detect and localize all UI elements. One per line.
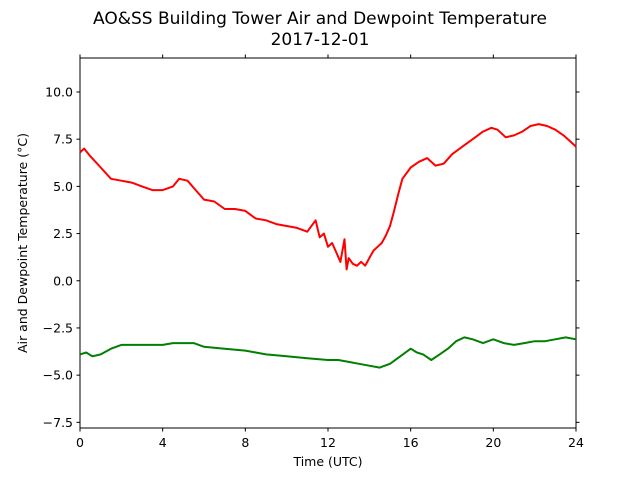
- y-tick-label: −2.5: [43, 320, 73, 335]
- y-tick-label: 10.0: [45, 84, 73, 99]
- chart-subtitle: 2017-12-01: [271, 30, 370, 50]
- tick-layer: 0 4 8 12 16 20 24 −7.5 −5.0 −2.5 0.0 2.5 5.0 7.5 10.0: [43, 54, 584, 450]
- y-tick-label: −5.0: [43, 368, 73, 383]
- y-tick-label: 2.5: [53, 226, 73, 241]
- x-tick-label: 20: [485, 435, 501, 450]
- y-tick-label: −7.5: [43, 415, 73, 430]
- x-axis-label: Time (UTC): [292, 454, 362, 469]
- series-layer: [79, 123, 577, 369]
- x-tick-label: 0: [76, 435, 84, 450]
- x-tick-label: 16: [403, 435, 419, 450]
- y-tick-label: 0.0: [53, 273, 73, 288]
- x-tick-label: 12: [320, 435, 336, 450]
- series-line-2: [79, 336, 577, 369]
- plot-area: 0 4 8 12 16 20 24 −7.5 −5.0 −2.5 0.0 2.5 5.0 7.5 10.0: [43, 54, 584, 450]
- y-tick-label: 5.0: [53, 179, 73, 194]
- x-tick-label: 8: [241, 435, 249, 450]
- series-line-1: [79, 123, 577, 271]
- y-axis-label: Air and Dewpoint Temperature (°C): [15, 133, 30, 353]
- x-tick-label: 24: [568, 435, 584, 450]
- chart-title: AO&SS Building Tower Air and Dewpoint Te…: [93, 9, 547, 29]
- x-tick-label: 4: [159, 435, 167, 450]
- y-tick-label: 7.5: [53, 132, 73, 147]
- plot-frame: [79, 57, 577, 429]
